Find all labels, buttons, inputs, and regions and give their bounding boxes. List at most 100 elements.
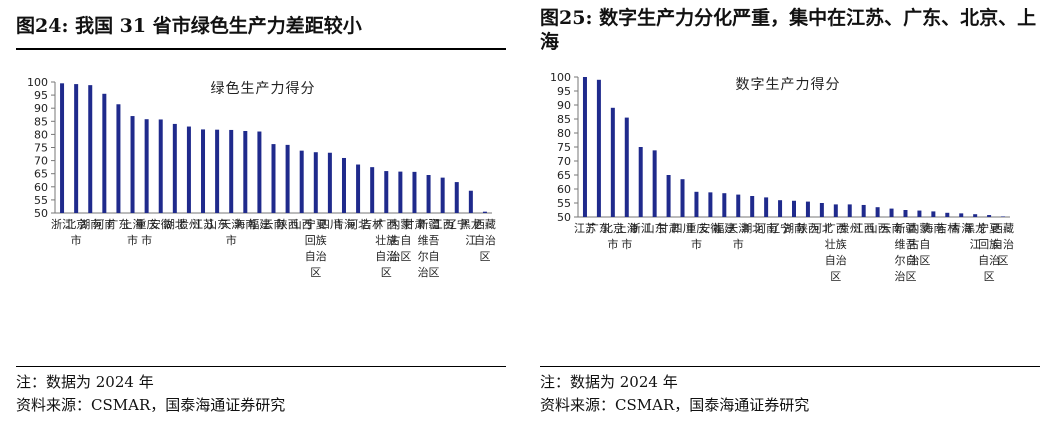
x-tick-label: 辽宁: [769, 221, 791, 235]
x-tick-label: 山东: [206, 218, 228, 231]
x-tick-label: 福建: [713, 221, 735, 235]
bar: [88, 85, 93, 213]
x-tick-label: 西藏自治区: [474, 218, 496, 263]
x-tick-label: 青海: [333, 217, 355, 231]
y-tick-label: 60: [557, 183, 571, 196]
title-rule: [16, 48, 506, 50]
bar: [778, 200, 783, 217]
x-tick-label: 重庆市: [685, 221, 707, 251]
y-tick-label: 100: [550, 71, 571, 84]
bar: [229, 129, 234, 213]
bar: [833, 204, 838, 217]
figure-25-panel: 图25: 数字生产力分化严重，集中在江苏、广东、北京、上海 数字生产力得分 50 5…: [524, 0, 1045, 434]
bar: [638, 147, 643, 217]
bar: [482, 211, 487, 213]
bar: [116, 104, 121, 213]
bar: [384, 171, 389, 213]
x-tick-label: 山西: [867, 222, 889, 235]
x-tick-label: 青海: [950, 221, 972, 235]
figure-24-panel: 图24: 我国 31 省市绿色生产力差距较小 绿色生产力得分 50 55 60 65 70…: [0, 0, 512, 434]
x-tick-label: 山西: [291, 218, 313, 231]
x-tick-label: 广东: [107, 218, 129, 231]
bar: [987, 215, 992, 217]
y-tick-label: 95: [557, 85, 571, 98]
y-tick-label: 55: [34, 194, 48, 207]
y-tick-label: 85: [557, 113, 571, 126]
x-tick-label: 河南: [93, 218, 115, 231]
bar: [624, 117, 629, 217]
x-tick-label: 北京市: [602, 221, 624, 251]
x-tick-label: 湖北: [164, 218, 186, 231]
bar: [666, 175, 671, 217]
x-tick-label: 福建: [248, 217, 270, 231]
y-tick-label: 90: [34, 102, 48, 115]
bar: [764, 197, 769, 217]
bar: [74, 84, 79, 213]
bar: [792, 200, 796, 217]
bar: [875, 207, 880, 217]
x-tick-label: 黑龙江: [460, 218, 482, 247]
bar: [327, 152, 332, 213]
x-tick-label: 广西壮族自治区: [375, 218, 397, 279]
bar: [805, 201, 810, 217]
bar: [356, 164, 361, 213]
bar: [903, 210, 908, 217]
bar: [102, 93, 107, 213]
x-tick-label: 四川: [672, 222, 694, 235]
x-tick-label: 浙江: [630, 222, 652, 235]
x-tick-label: 吉林: [361, 217, 383, 231]
x-tick-label: 安徽: [150, 217, 172, 231]
note-rule: [540, 366, 1040, 367]
figure-title: 图24: 我国 31 省市绿色生产力差距较小: [16, 15, 362, 37]
x-tick-label: 陕西: [277, 217, 299, 231]
x-tick-label: 湖南: [79, 218, 101, 231]
x-tick-label: 湖南: [783, 222, 805, 235]
bar: [186, 126, 191, 213]
green-productivity-chart: 绿色生产力得分50556065707580859095100浙江北京市湖南河南广…: [27, 76, 496, 279]
y-tick-label: 90: [557, 99, 571, 112]
x-tick-label: 宁夏回族自治区: [305, 217, 327, 279]
x-tick-label: 浙江: [51, 218, 73, 231]
x-tick-label: 重庆市: [136, 217, 158, 247]
bar: [257, 131, 262, 213]
chart-title: 绿色生产力得分: [211, 80, 316, 97]
y-tick-label: 65: [34, 168, 48, 181]
bar: [680, 179, 685, 217]
bar: [412, 171, 417, 213]
bar: [736, 194, 741, 217]
x-tick-label: 西藏自治区: [992, 222, 1014, 267]
y-tick-label: 55: [557, 197, 571, 210]
x-tick-label: 上海市: [616, 221, 638, 251]
chart-source: 资料来源：CSMAR，国泰海通证券研究: [540, 396, 810, 414]
x-tick-label: 内蒙古自治区: [908, 221, 930, 267]
bar: [694, 191, 699, 217]
x-tick-label: 河北: [811, 222, 833, 235]
x-tick-label: 河南: [755, 222, 777, 235]
bar: [454, 182, 459, 213]
bar: [215, 129, 220, 213]
x-tick-label: 四川: [319, 218, 341, 231]
bar: [130, 116, 135, 213]
bar: [398, 171, 403, 213]
x-tick-label: 辽宁: [446, 217, 468, 231]
x-tick-label: 海南: [234, 217, 256, 231]
chart-title: 数字生产力得分: [736, 76, 841, 93]
bar: [60, 83, 65, 213]
bar: [750, 196, 755, 217]
x-tick-label: 湖北: [741, 222, 763, 235]
x-tick-label: 甘肃: [658, 222, 680, 235]
bar: [440, 177, 445, 213]
x-tick-label: 黑龙江: [964, 222, 986, 251]
y-tick-label: 70: [34, 155, 48, 168]
x-tick-label: 江西: [853, 222, 875, 235]
x-tick-label: 天津市: [220, 218, 242, 247]
bar: [610, 107, 615, 217]
figure-title: 图25: 数字生产力分化严重，集中在江苏、广东、北京、上海: [540, 7, 1037, 53]
bar: [243, 130, 248, 213]
x-tick-label: 河北: [347, 218, 369, 231]
bar: [285, 144, 290, 213]
bar: [468, 190, 473, 213]
bar: [1001, 216, 1006, 217]
bar: [861, 204, 866, 217]
y-tick-label: 70: [557, 155, 571, 168]
